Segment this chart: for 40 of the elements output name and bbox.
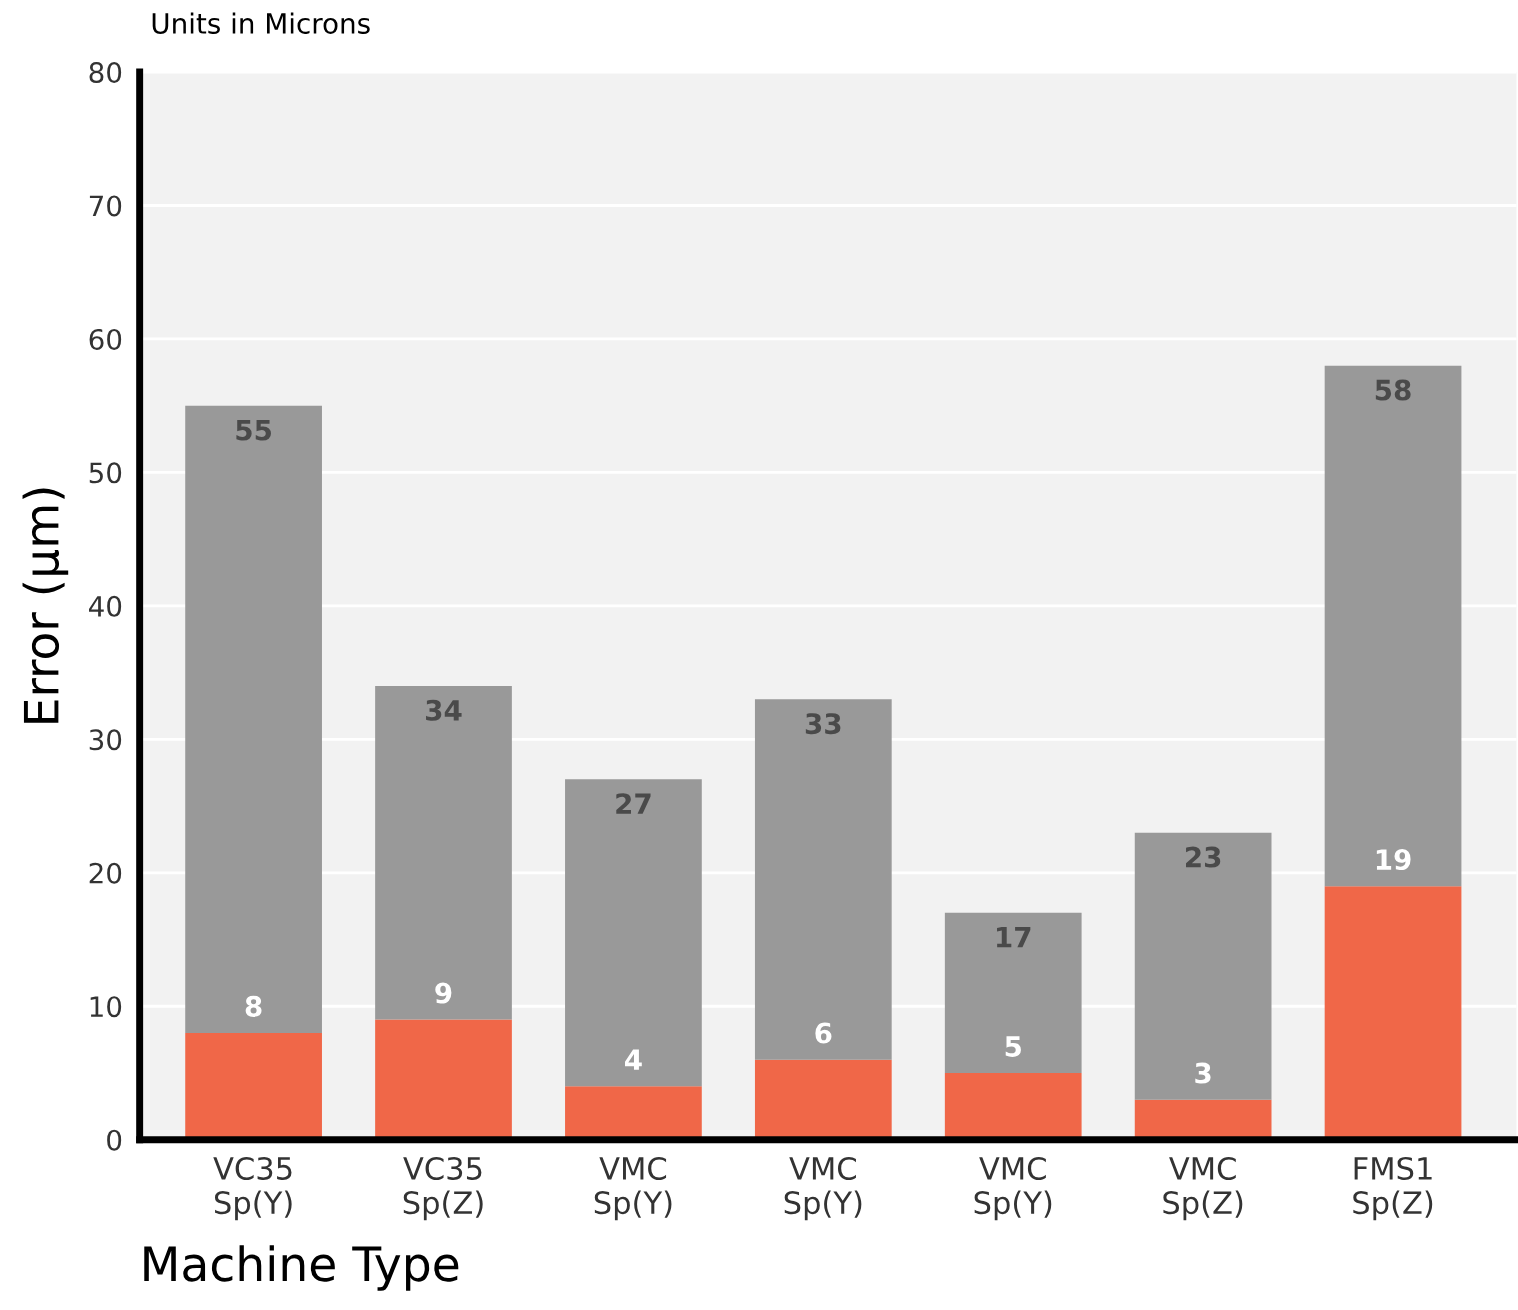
bar xyxy=(185,405,322,1033)
total-label: 17 xyxy=(997,927,1031,948)
data-label: 19 xyxy=(1376,849,1411,871)
total-label: 33 xyxy=(805,713,841,735)
x-tick-label: VMC Sp(Y) xyxy=(594,1156,672,1221)
x-tick-label: VMC Sp(Z) xyxy=(1163,1156,1243,1221)
y-tick-label: 70 xyxy=(89,195,122,217)
data-label: 9 xyxy=(435,982,452,1004)
y-tick-label: 0 xyxy=(107,1129,122,1151)
x-tick-label: FMS1 Sp(Z) xyxy=(1353,1156,1433,1221)
x-axis-title: Machine Type xyxy=(144,1245,459,1291)
data-label: 5 xyxy=(1005,1036,1021,1057)
total-label: 55 xyxy=(236,419,271,441)
x-tick-label: VMC Sp(Y) xyxy=(784,1156,862,1221)
bar xyxy=(944,912,1082,1073)
bar xyxy=(1324,365,1462,887)
data-label: 4 xyxy=(625,1049,642,1070)
x-tick-label: VMC Sp(Y) xyxy=(974,1156,1052,1221)
data-label: 3 xyxy=(1195,1062,1211,1084)
text: Units in Microns xyxy=(152,12,370,34)
y-tick-label: 40 xyxy=(89,595,122,617)
x-tick-label: VC35 Sp(Y) xyxy=(213,1156,292,1221)
total-label: 58 xyxy=(1375,379,1411,401)
data-label: 6 xyxy=(815,1022,832,1044)
y-tick-label: 80 xyxy=(89,61,122,83)
bar xyxy=(1134,832,1272,1100)
y-tick-label: 60 xyxy=(89,328,122,350)
y-tick-label: 50 xyxy=(89,462,122,484)
bar xyxy=(754,699,892,1060)
x-tick-label: VC35 Sp(Z) xyxy=(403,1156,483,1221)
bar xyxy=(565,779,702,1087)
y-tick-label: 20 xyxy=(89,862,122,884)
total-label: 23 xyxy=(1186,846,1221,868)
total-label: 27 xyxy=(616,793,651,814)
y-tick-label: 10 xyxy=(90,996,122,1018)
y-axis-title: Error (μm) xyxy=(22,488,69,723)
total-label: 34 xyxy=(426,699,462,721)
bar xyxy=(375,685,512,1020)
data-label: 8 xyxy=(245,995,262,1017)
y-tick-label: 30 xyxy=(89,729,122,751)
